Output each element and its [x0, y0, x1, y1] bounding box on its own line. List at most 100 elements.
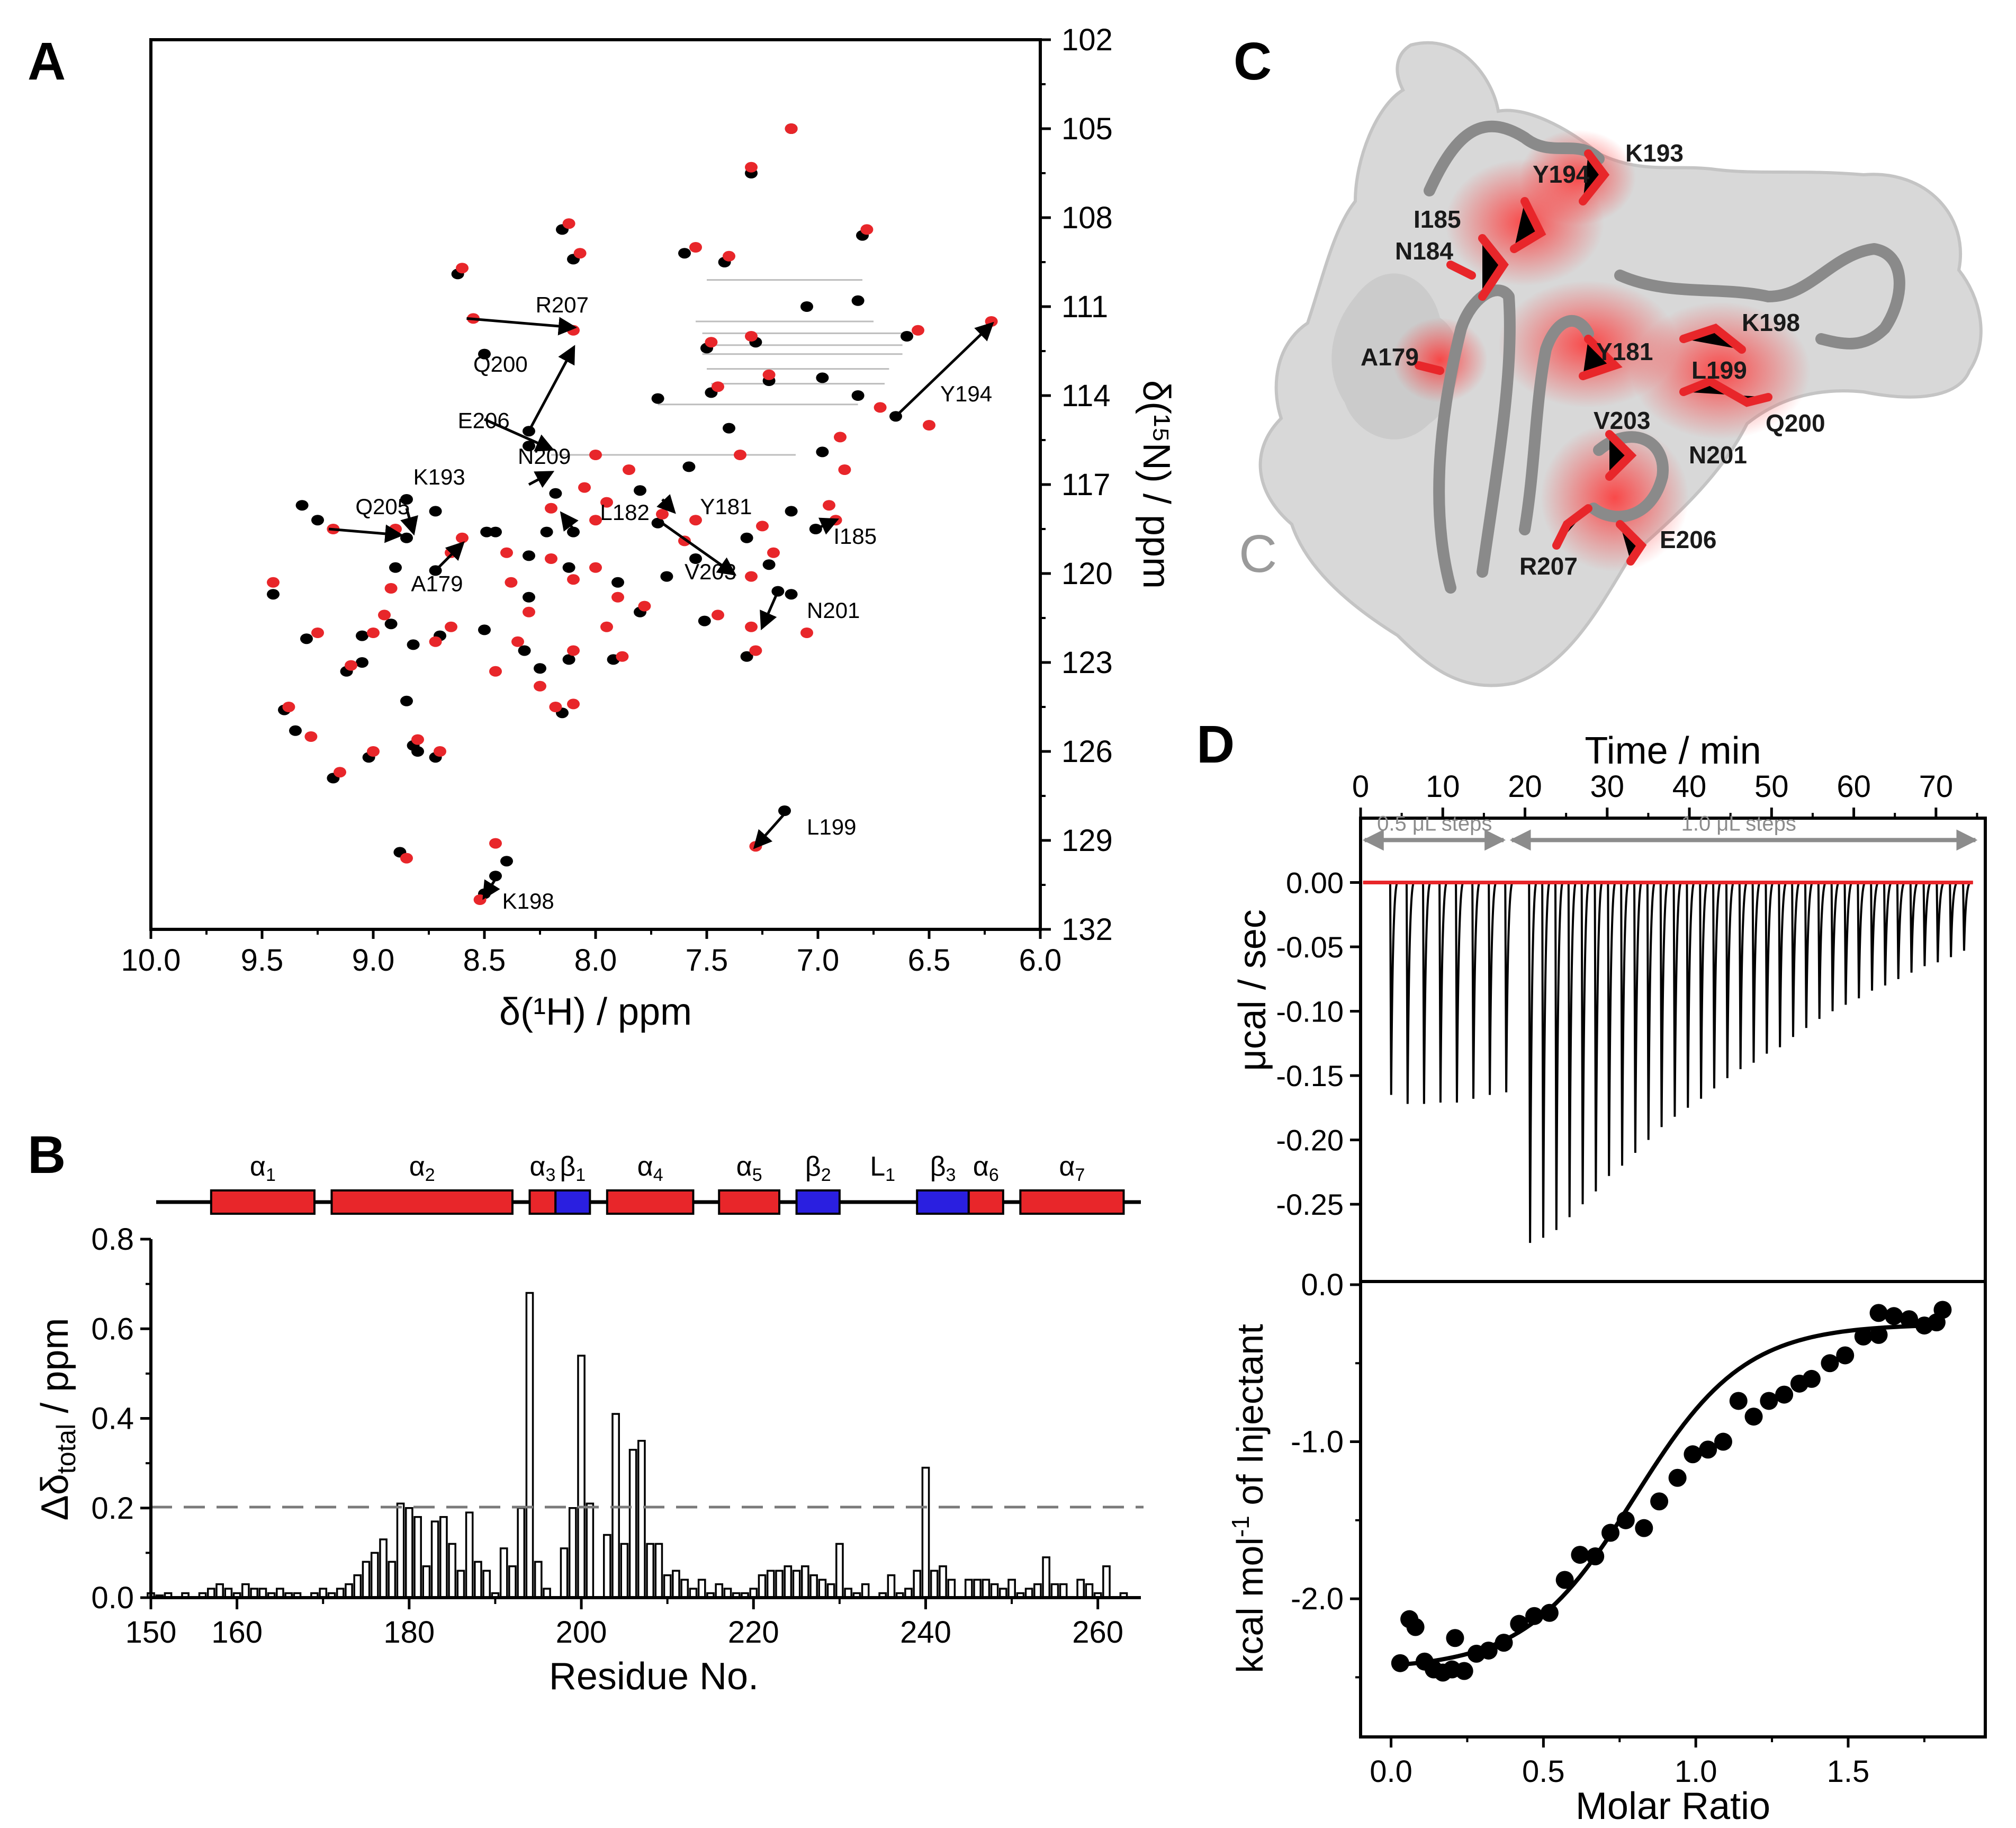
- strand-block: [554, 1189, 591, 1215]
- peak-free: [800, 301, 813, 312]
- peak-free: [478, 348, 491, 360]
- hsqc-y-axis-label: δ(¹⁵N) / ppm: [1135, 380, 1177, 589]
- peak-bound: [434, 746, 446, 757]
- bar-y-ticks: 0.0 0.2 0.4 0.6 0.8: [91, 1222, 151, 1615]
- peak-bound: [282, 702, 295, 712]
- itc-enthalpy-ticks: 0.0 -1.0 -2.0: [1291, 1268, 1361, 1679]
- peak-label: Y194: [940, 381, 992, 406]
- peak-free: [389, 562, 402, 573]
- peak-free: [723, 423, 735, 434]
- peak-bound: [384, 583, 398, 594]
- shift-arrow: [656, 494, 676, 514]
- peak-bound: [311, 628, 324, 638]
- x-tick-label: 30: [1590, 769, 1625, 804]
- shift-arrow: [483, 418, 555, 452]
- hsqc-y-ticks: 102 105 108 111 114 117 120 123 126 129 132: [1040, 23, 1113, 947]
- x-tick-label: 7.0: [797, 943, 840, 978]
- peak-bound: [785, 123, 798, 134]
- peak-free: [851, 295, 865, 306]
- shift-arrow: [328, 524, 404, 543]
- shift-bar: [982, 1579, 991, 1599]
- y-tick-label: 0.8: [91, 1222, 134, 1257]
- residue-label: Y194: [1533, 160, 1590, 188]
- peak-bound: [445, 621, 457, 632]
- ss-label: β3: [930, 1151, 956, 1185]
- peak-free: [523, 550, 535, 561]
- shift-arrow: [528, 471, 555, 488]
- x-tick-label: 8.0: [574, 943, 617, 978]
- residue-label: L199: [1691, 356, 1747, 384]
- peak-free: [651, 393, 664, 404]
- y-tick-label: -0.05: [1276, 930, 1344, 964]
- shift-bar: [1033, 1583, 1042, 1599]
- peak-label: L182: [600, 500, 649, 525]
- ss-label: α2: [409, 1151, 435, 1185]
- x-tick-label: 0.0: [1370, 1754, 1412, 1789]
- x-tick-label: 240: [900, 1615, 951, 1650]
- x-tick-label: 10: [1426, 769, 1460, 804]
- shift-bar: [887, 1574, 896, 1599]
- shift-arrow: [760, 590, 779, 631]
- itc-point: [1729, 1392, 1748, 1410]
- x-tick-label: 260: [1072, 1615, 1123, 1650]
- peak-bound: [505, 577, 518, 588]
- peak-free: [400, 695, 413, 706]
- peak-free: [518, 645, 531, 656]
- x-tick-label: 6.0: [1019, 943, 1062, 978]
- residue-label: Y181: [1596, 338, 1653, 365]
- shift-bar: [939, 1565, 947, 1599]
- x-tick-label: 1.5: [1827, 1754, 1870, 1789]
- itc-point: [1616, 1511, 1635, 1529]
- residue-label: K193: [1625, 139, 1684, 167]
- peak-bound: [838, 464, 851, 475]
- itc-point: [1854, 1327, 1873, 1346]
- peak-bound: [500, 547, 513, 558]
- x-tick-label: 50: [1754, 769, 1789, 804]
- itc-point: [1836, 1346, 1855, 1365]
- shift-bar: [465, 1511, 474, 1599]
- ss-label: α6: [973, 1151, 999, 1185]
- peak-free: [267, 589, 280, 600]
- peak-free: [289, 725, 302, 736]
- x-tick-label: 70: [1919, 769, 1954, 804]
- peak-bound: [638, 601, 651, 612]
- residue-label: Q200: [1766, 409, 1825, 437]
- peak-bound: [411, 734, 424, 745]
- peak-free: [762, 559, 776, 570]
- injection-step-annotations: 0.5 μL steps 1.0 μL steps: [1362, 812, 1978, 851]
- shift-bar: [1102, 1565, 1111, 1599]
- itc-point: [1479, 1641, 1498, 1660]
- peak-free: [816, 372, 829, 383]
- itc-time-ticks: 0 10 20 30 40 50 60 70: [1352, 769, 1978, 818]
- y-tick-label: -0.25: [1276, 1188, 1344, 1221]
- shift-bar: [826, 1583, 835, 1599]
- peak-free: [311, 515, 324, 526]
- peak-free: [901, 331, 913, 342]
- y-tick-label: 0.0: [1301, 1268, 1344, 1302]
- x-tick-label: 60: [1837, 769, 1871, 804]
- peak-bound: [545, 503, 557, 514]
- peak-bound: [823, 500, 835, 511]
- peak-free: [478, 624, 491, 635]
- x-tick-label: 40: [1672, 769, 1707, 804]
- peak-bound: [523, 606, 535, 617]
- itc-frame: [1359, 817, 1987, 1739]
- ss-label: α5: [736, 1151, 762, 1185]
- peak-bound: [689, 515, 702, 526]
- peak-bound: [378, 610, 391, 621]
- shift-bar: [697, 1579, 706, 1599]
- ss-label: α3: [529, 1151, 555, 1185]
- terminus-label: C: [1239, 524, 1277, 584]
- peak-bound: [334, 767, 346, 778]
- peak-bound: [456, 532, 469, 543]
- itc-panel: Time / min 0 10 20 30 40 50 60 70 0.00 -0.05 -0.1…: [1227, 730, 1987, 1827]
- shift-bar: [1007, 1579, 1016, 1599]
- peak-free: [682, 461, 696, 472]
- peak-free: [411, 746, 424, 757]
- peak-free: [785, 506, 798, 517]
- peak-bound: [345, 660, 357, 671]
- y-tick-label: -1.0: [1291, 1425, 1344, 1459]
- peak-bound: [749, 645, 762, 656]
- strand-block: [795, 1189, 841, 1215]
- shift-bar: [930, 1570, 939, 1599]
